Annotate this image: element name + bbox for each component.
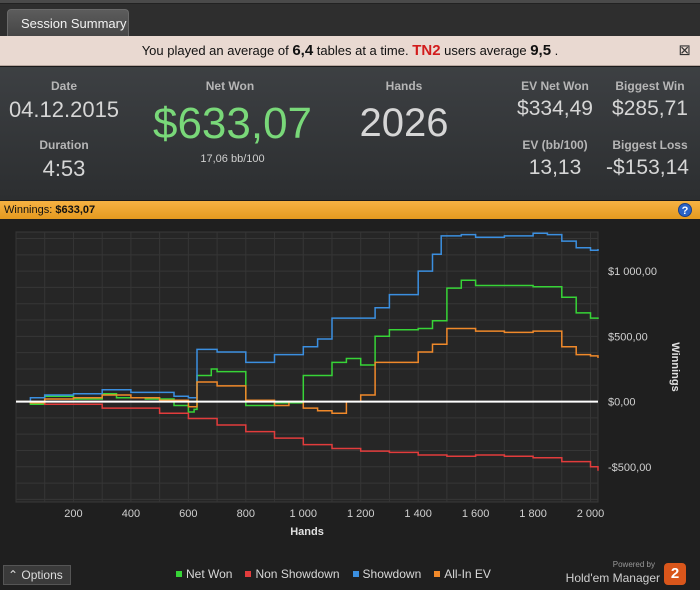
legend-label: Non Showdown [255,567,340,581]
legend-item-non-showdown[interactable]: Non Showdown [245,567,340,581]
close-icon[interactable]: ⊠ [678,42,691,59]
x-tick-label: 2 000 [577,508,605,520]
powered-by-text: Powered by [612,560,655,569]
ev-bb100-label: EV (bb/100) [522,138,588,152]
legend-item-showdown[interactable]: Showdown [352,567,422,581]
legend-swatch [352,571,359,578]
notice-text-3: users average [444,43,527,58]
notice-text-2: tables at a time. [316,43,409,58]
y-tick-label: $0,00 [608,397,636,409]
ev-net-won-value: $334,49 [517,97,593,120]
biggest-loss-label: Biggest Loss [612,138,688,152]
options-button[interactable]: ⌃ Options [3,565,71,585]
x-tick-label: 1 800 [519,508,547,520]
date-label: Date [50,79,77,93]
x-tick-label: 1 600 [462,508,490,520]
legend-item-net-won[interactable]: Net Won [176,567,232,581]
winnings-bar-label: Winnings: [4,204,53,216]
window-top-strip [0,0,700,4]
notice-text-1: You played an average of [141,43,289,58]
chart-legend: Net Won Non Showdown Showdown All-In EV [176,567,504,581]
x-tick-label: 400 [122,508,140,520]
tn2-avg-value: 9,5 [530,42,552,59]
x-tick-label: 800 [237,508,255,520]
brand-name: Hold'em Manager [565,571,660,585]
ev-net-won-label: EV Net Won [521,79,589,93]
help-icon[interactable]: ? [678,203,692,217]
legend-label: Net Won [186,567,233,581]
tab-session-summary[interactable]: Session Summary [7,9,129,37]
bb100-value: 17,06 bb/100 [200,153,265,165]
legend-label: Showdown [362,567,422,581]
y-tick-label: $500,00 [608,331,648,343]
tab-bar: Session Summary [0,4,700,37]
legend-swatch [434,571,441,578]
biggest-win-label: Biggest Win [615,79,685,93]
legend-swatch [245,571,252,578]
plot-area [15,231,599,503]
duration-value: 4:53 [42,156,86,181]
x-tick-label: 1 400 [404,508,432,520]
y-axis-label: Winnings [669,342,681,391]
biggest-win-value: $285,71 [612,97,688,120]
legend-label: All-In EV [444,567,491,581]
x-tick-label: 1 000 [289,508,317,520]
winnings-chart-svg: 200 400 600 800 1 000 1 200 1 400 1 600 1 800 2 0… [15,231,681,538]
legend-item-all-in-ev[interactable]: All-In EV [434,567,491,581]
footer: ⌃ Options Net Won Non Showdown Showdown All… [0,560,700,590]
x-axis-label: Hands [290,526,324,538]
x-tick-label: 600 [179,508,197,520]
date-value: 04.12.2015 [8,97,120,122]
x-tick-label: 200 [64,508,82,520]
winnings-bar-value: $633,07 [55,204,96,216]
series-line-showdown [16,232,599,403]
options-label: Options [21,568,63,582]
hm2-logo: 2 [664,563,686,585]
winnings-bar: Winnings: $633,07 ? [0,201,700,219]
stats-panel: Date 04.12.2015 Duration 4:53 Net Won $6… [0,67,700,200]
tn2-label: TN2 [412,42,441,59]
y-tick-label: -$500,00 [608,462,651,474]
avg-tables-value: 6,4 [292,42,314,59]
duration-label: Duration [39,138,89,152]
ev-bb100-value: 13,13 [528,156,582,179]
y-tick-label: $1 000,00 [608,266,657,278]
series-line-net-won [16,279,599,413]
winnings-chart: 200 400 600 800 1 000 1 200 1 400 1 600 1 800 2 0… [0,219,700,560]
x-tick-label: 1 200 [347,508,375,520]
hands-value: 2026 [359,101,449,145]
notice-bar: You played an average of 6,4 tables at a… [0,36,700,66]
series-line-all-in-ev [16,327,599,415]
legend-swatch [176,571,182,578]
net-won-value: $633,07 [152,99,313,148]
series-line-non-showdown [16,400,599,471]
net-won-label: Net Won [205,79,255,93]
hands-label: Hands [385,79,423,93]
chevron-up-icon: ⌃ [8,568,19,582]
notice-text-4: . [554,43,559,58]
biggest-loss-value: -$153,14 [606,156,689,179]
